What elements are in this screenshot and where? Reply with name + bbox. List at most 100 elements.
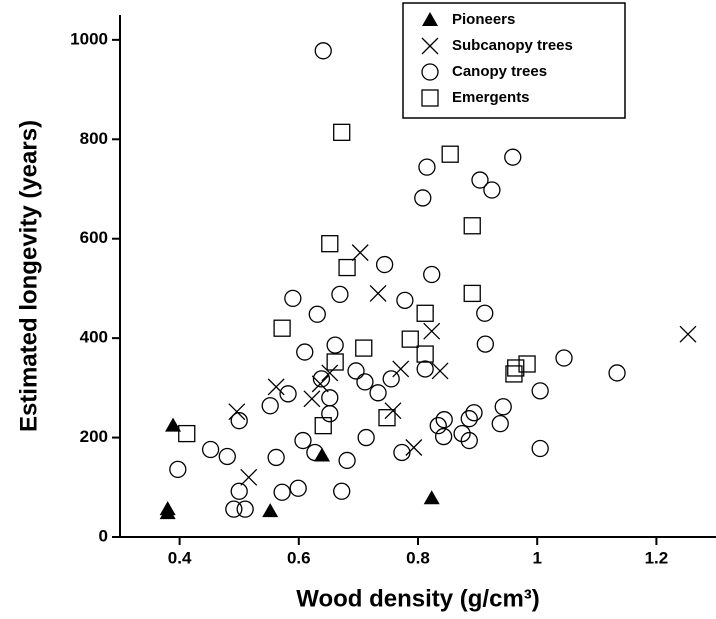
point xyxy=(289,479,307,497)
point xyxy=(518,355,536,373)
point xyxy=(608,364,626,382)
point xyxy=(178,424,196,443)
point xyxy=(679,325,697,343)
y-axis-title: Estimated longevity (years) xyxy=(15,120,42,432)
point xyxy=(463,284,481,303)
point xyxy=(296,343,314,361)
point xyxy=(435,411,453,429)
point xyxy=(294,431,312,450)
point xyxy=(165,417,182,432)
point xyxy=(273,483,291,501)
point xyxy=(431,362,449,380)
point xyxy=(338,451,356,470)
x-axis-title: Wood density (g/cm³) xyxy=(296,585,540,612)
point xyxy=(531,439,549,458)
y-tick-label: 1000 xyxy=(70,29,108,48)
point xyxy=(326,353,344,371)
point xyxy=(351,244,369,262)
point xyxy=(169,460,187,479)
point xyxy=(396,291,414,310)
point xyxy=(262,503,279,518)
point xyxy=(418,158,436,176)
point xyxy=(230,482,248,500)
x-tick-label: 1.2 xyxy=(645,548,669,567)
point xyxy=(423,490,440,505)
point xyxy=(491,415,509,433)
point xyxy=(378,409,396,427)
point xyxy=(333,482,351,500)
point xyxy=(314,416,332,435)
x-tick-label: 0.4 xyxy=(168,548,192,567)
point xyxy=(483,181,501,199)
point xyxy=(267,448,285,467)
point xyxy=(261,397,279,415)
point xyxy=(240,468,258,486)
y-tick-label: 400 xyxy=(80,328,108,347)
y-tick-label: 0 xyxy=(99,526,108,545)
point xyxy=(338,258,356,277)
legend-marker xyxy=(421,37,439,55)
point xyxy=(355,339,373,357)
point xyxy=(504,148,522,166)
point xyxy=(306,443,324,462)
point xyxy=(465,404,483,422)
point xyxy=(311,375,329,393)
point xyxy=(236,500,254,518)
point xyxy=(326,336,344,354)
point xyxy=(321,364,339,382)
legend-box xyxy=(402,2,626,119)
point xyxy=(308,305,326,323)
legend-label: Canopy trees xyxy=(452,63,547,80)
point xyxy=(382,370,400,388)
legend-marker xyxy=(421,89,439,107)
point xyxy=(331,285,349,304)
legend-marker xyxy=(421,63,439,81)
point xyxy=(423,265,441,284)
point xyxy=(284,289,302,308)
point xyxy=(414,189,432,207)
point xyxy=(505,365,523,383)
point xyxy=(159,505,176,520)
point xyxy=(369,284,387,302)
x-tick-label: 1 xyxy=(532,548,541,567)
point xyxy=(312,370,331,388)
point xyxy=(460,431,478,450)
point xyxy=(314,42,332,60)
legend-label: Pioneers xyxy=(452,11,515,28)
point xyxy=(230,412,248,430)
point xyxy=(405,439,423,456)
point xyxy=(369,384,387,402)
point xyxy=(416,360,434,378)
point xyxy=(375,255,394,274)
point xyxy=(531,382,549,400)
point xyxy=(453,424,471,443)
point xyxy=(357,428,375,447)
point xyxy=(429,416,447,435)
point xyxy=(441,145,459,163)
y-tick-label: 600 xyxy=(80,228,108,247)
point xyxy=(392,360,410,378)
point xyxy=(321,389,339,407)
point xyxy=(347,362,365,380)
point xyxy=(460,410,478,428)
point xyxy=(201,440,220,459)
point xyxy=(267,378,285,396)
point xyxy=(555,349,573,367)
point xyxy=(476,304,494,322)
point xyxy=(507,359,525,377)
point xyxy=(471,171,489,189)
point xyxy=(401,330,419,348)
legend-label: Subcanopy trees xyxy=(452,37,573,54)
point xyxy=(476,335,494,353)
point xyxy=(303,390,321,408)
point xyxy=(434,427,453,446)
point xyxy=(416,345,434,363)
y-tick-label: 800 xyxy=(80,129,108,148)
point xyxy=(356,373,374,391)
point xyxy=(416,304,434,322)
point xyxy=(463,217,481,235)
y-tick-label: 200 xyxy=(80,427,108,446)
point xyxy=(321,405,339,423)
point xyxy=(228,403,246,421)
legend-label: Emergents xyxy=(452,89,530,106)
